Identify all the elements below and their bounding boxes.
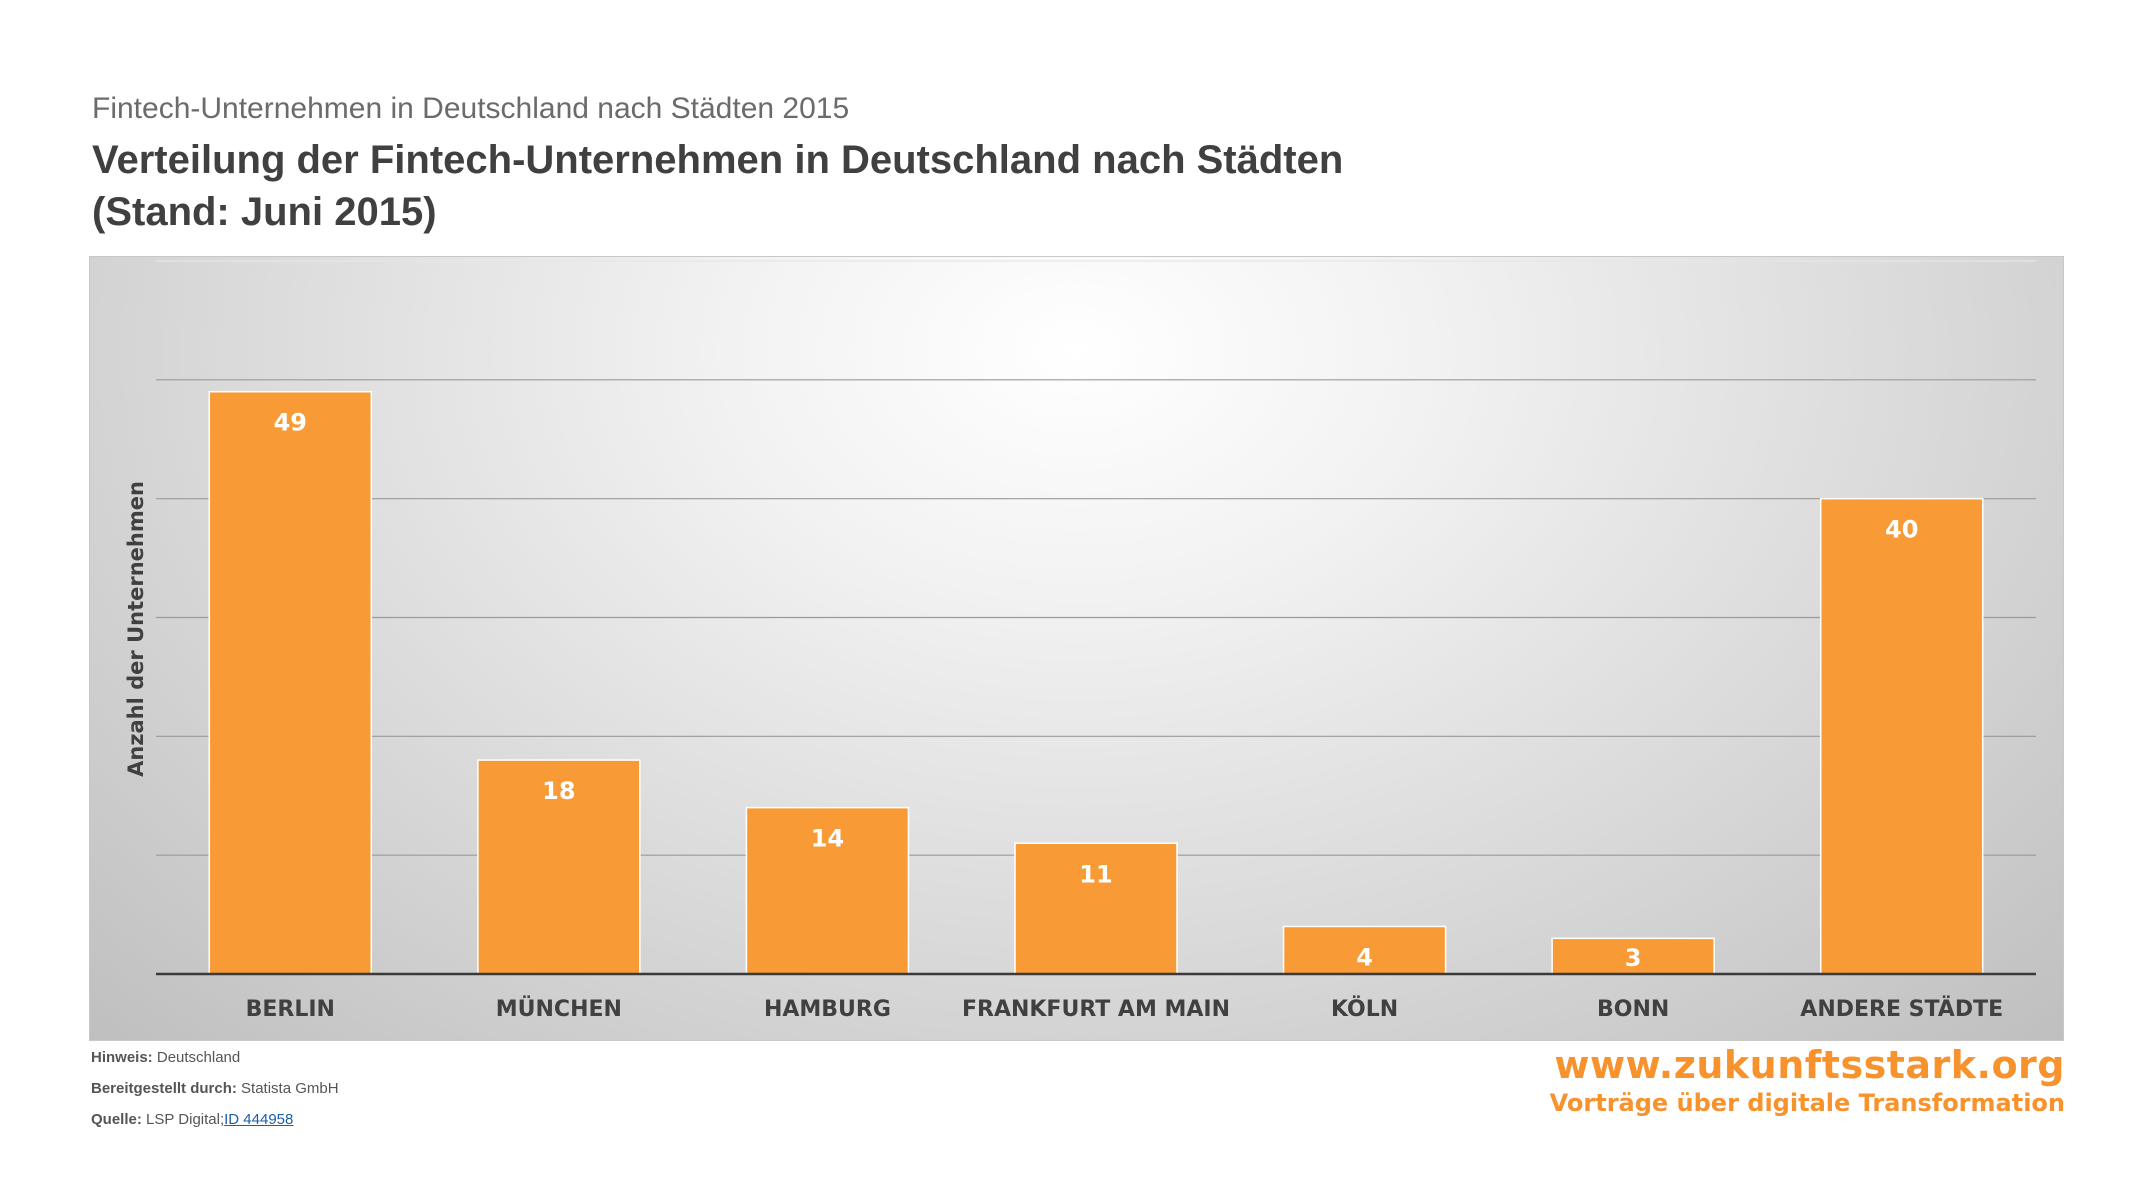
chart-panel: Anzahl der Unternehmen 49 BERLIN 18 MÜNCHEN 1… bbox=[89, 256, 2064, 1041]
bar-6 bbox=[1819, 497, 1984, 975]
bar-0 bbox=[208, 390, 373, 975]
footer-notes: Hinweis: Deutschland Bereitgestellt durc… bbox=[91, 1048, 339, 1141]
chart-title: Verteilung der Fintech-Unternehmen in De… bbox=[92, 134, 1592, 238]
bar-3 bbox=[1014, 842, 1178, 975]
provider-value: Statista GmbH bbox=[241, 1080, 339, 1097]
data-label-5: 3 bbox=[1625, 944, 1642, 972]
footer-source: Quelle: LSP Digital;ID 444958 bbox=[91, 1110, 339, 1141]
x-tick-label-0: BERLIN bbox=[246, 997, 335, 1022]
bar-4 bbox=[1282, 925, 1447, 975]
x-tick-label-3: FRANKFURT AM MAIN bbox=[962, 997, 1230, 1022]
provider-label: Bereitgestellt durch: bbox=[91, 1080, 237, 1097]
source-label: Quelle: bbox=[91, 1111, 142, 1128]
bar-2 bbox=[745, 806, 910, 975]
footer-provider: Bereitgestellt durch: Statista GmbH bbox=[91, 1079, 339, 1110]
source-value: LSP Digital; bbox=[146, 1111, 225, 1128]
data-label-3: 11 bbox=[1079, 860, 1112, 888]
x-tick-label-6: ANDERE STÄDTE bbox=[1800, 996, 2003, 1022]
brand-block: www.zukunftsstark.org Vorträge über digi… bbox=[1550, 1043, 2065, 1117]
source-id-link[interactable]: ID 444958 bbox=[224, 1111, 294, 1128]
data-label-1: 18 bbox=[542, 777, 575, 805]
y-axis-title: Anzahl der Unternehmen bbox=[124, 481, 148, 777]
bar-chart: Anzahl der Unternehmen 49 BERLIN 18 MÜNCHEN 1… bbox=[124, 260, 2036, 1022]
brand-url[interactable]: www.zukunftsstark.org bbox=[1554, 1043, 2065, 1087]
x-tick-label-2: HAMBURG bbox=[764, 997, 891, 1022]
x-tick-label-4: KÖLN bbox=[1331, 996, 1398, 1022]
x-tick-label-5: BONN bbox=[1597, 997, 1669, 1022]
data-label-0: 49 bbox=[274, 409, 307, 437]
data-label-2: 14 bbox=[811, 825, 844, 853]
data-label-6: 40 bbox=[1885, 516, 1918, 544]
chart-supertitle: Fintech-Unternehmen in Deutschland nach … bbox=[92, 92, 850, 125]
footer-note: Hinweis: Deutschland bbox=[91, 1048, 339, 1079]
brand-tagline: Vorträge über digitale Transformation bbox=[1549, 1089, 2065, 1117]
data-label-4: 4 bbox=[1356, 943, 1373, 971]
chart-title-line-1: Verteilung der Fintech-Unternehmen in De… bbox=[92, 138, 1344, 182]
bar-5 bbox=[1551, 937, 1715, 975]
note-label: Hinweis: bbox=[91, 1049, 153, 1066]
chart-title-line-2: (Stand: Juni 2015) bbox=[92, 190, 437, 234]
note-value: Deutschland bbox=[156, 1049, 241, 1066]
x-tick-label-1: MÜNCHEN bbox=[496, 996, 622, 1022]
